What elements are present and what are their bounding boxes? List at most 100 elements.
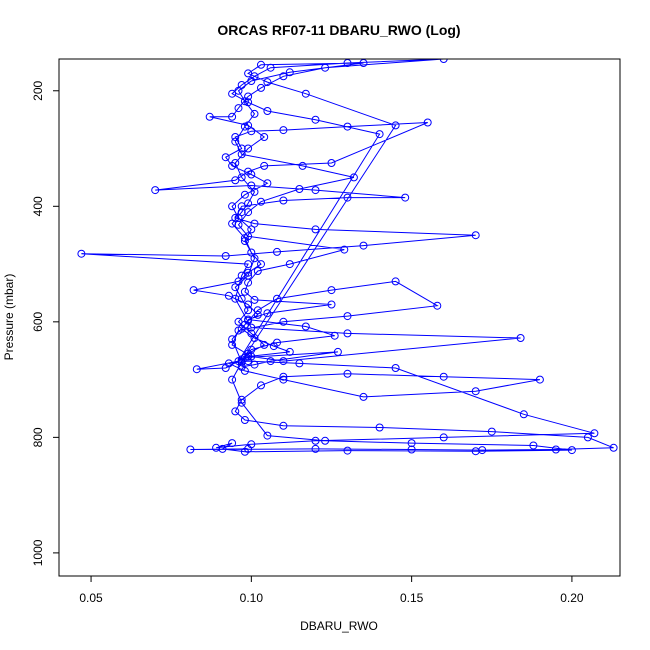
data-point [266, 63, 275, 72]
data-point [343, 312, 352, 321]
data-point [327, 159, 336, 167]
data-point [231, 407, 240, 416]
data-point [228, 375, 237, 384]
data-point [228, 340, 237, 349]
data-point [260, 133, 269, 141]
data-point [529, 441, 538, 450]
data-point [516, 334, 525, 342]
data-point [189, 286, 198, 295]
data-point [151, 186, 160, 195]
x-axis: 0.05 0.10 0.15 0.20 [79, 575, 584, 605]
data-point [279, 375, 288, 384]
data-point [244, 144, 253, 153]
series-line [81, 59, 614, 453]
data-point [237, 398, 246, 407]
data-point [401, 193, 410, 202]
plot-area [77, 59, 618, 456]
data-point [247, 181, 256, 190]
data-point [260, 161, 269, 170]
data-layer [77, 59, 618, 456]
data-point [253, 310, 262, 319]
data-point [244, 278, 253, 287]
data-point [535, 375, 544, 384]
x-axis-label: DBARU_RWO [300, 619, 378, 633]
data-point [234, 104, 243, 113]
data-point [311, 444, 320, 453]
data-point [391, 121, 400, 130]
data-point [349, 173, 358, 182]
data-point [260, 340, 269, 349]
data-point [244, 260, 253, 269]
data-point [231, 294, 240, 303]
data-point [311, 225, 320, 234]
data-point [439, 372, 448, 381]
data-point [247, 77, 256, 85]
data-point [301, 89, 310, 98]
data-point [257, 260, 265, 269]
x-tick-label: 0.20 [560, 591, 584, 605]
data-point [359, 241, 368, 250]
data-point [567, 446, 576, 455]
data-point [237, 144, 246, 153]
data-point [237, 150, 246, 159]
data-point [240, 287, 249, 296]
data-point [343, 329, 352, 338]
data-point [247, 225, 256, 234]
data-point [250, 334, 259, 342]
y-tick-label: 200 [31, 80, 45, 100]
data-point [330, 331, 339, 340]
y-tick-label: 800 [31, 427, 45, 447]
data-point [247, 170, 256, 179]
data-point [250, 295, 259, 304]
data-point [244, 199, 253, 208]
chart-title: ORCAS RF07-11 DBARU_RWO (Log) [217, 22, 460, 38]
data-point [285, 260, 294, 269]
data-point [250, 360, 259, 369]
data-point [237, 395, 246, 404]
data-point [231, 159, 240, 167]
data-point [407, 439, 416, 448]
plot-frame [58, 58, 621, 577]
data-point [343, 446, 352, 455]
data-point [221, 252, 230, 260]
data-point [279, 126, 288, 135]
data-point [327, 300, 336, 309]
data-point [311, 186, 320, 195]
data-point [487, 427, 496, 436]
data-point [228, 335, 237, 344]
y-axis: 200 400 600 800 1000 [31, 80, 60, 566]
data-point [257, 60, 265, 69]
data-point [279, 357, 288, 366]
y-axis-label: Pressure (mbar) [2, 274, 16, 361]
data-point [237, 362, 246, 371]
data-point [234, 317, 243, 326]
data-point [279, 72, 288, 81]
data-point [391, 277, 400, 286]
data-point [244, 352, 253, 361]
data-point [343, 193, 352, 202]
data-point [240, 353, 249, 362]
data-point [423, 118, 432, 127]
data-point [250, 109, 259, 118]
data-point [244, 300, 253, 309]
data-point [231, 176, 240, 185]
data-point [263, 107, 272, 115]
data-point [279, 372, 288, 381]
data-point [311, 436, 320, 445]
data-point [244, 69, 253, 78]
data-point [244, 306, 253, 315]
data-point [237, 202, 246, 211]
data-point [433, 301, 442, 310]
data-point [221, 364, 230, 372]
data-point [375, 130, 384, 139]
data-point [237, 294, 246, 303]
data-point [439, 59, 448, 63]
data-point [257, 381, 265, 390]
data-point [263, 78, 272, 87]
data-point [295, 185, 304, 193]
data-point [311, 115, 320, 124]
data-point [439, 433, 448, 442]
data-point [244, 232, 253, 241]
data-point [247, 345, 256, 354]
